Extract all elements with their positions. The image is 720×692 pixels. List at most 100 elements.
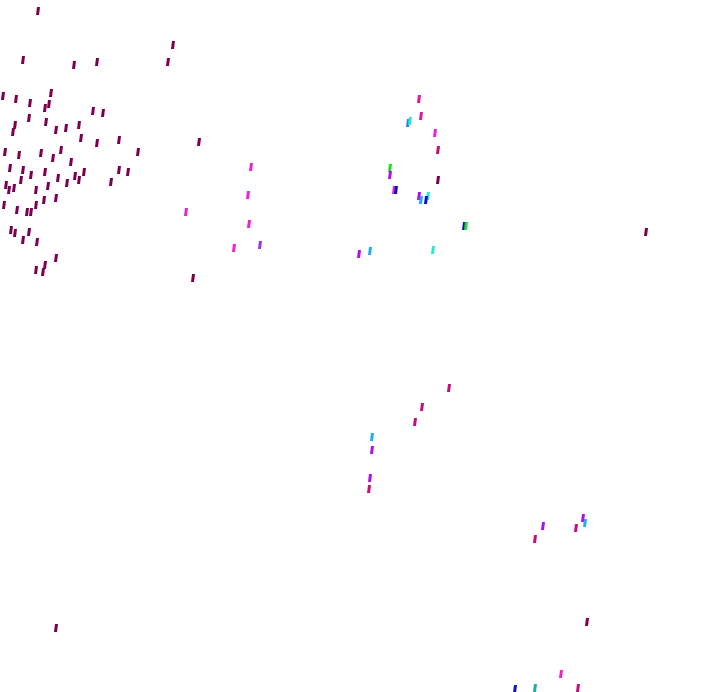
scatter-mark [436,176,440,184]
scatter-mark [49,89,53,97]
scatter-mark [408,117,412,125]
scatter-mark [15,206,19,214]
scatter-mark [19,176,23,184]
scatter-mark [21,236,25,244]
scatter-mark [36,7,40,15]
scatter-mark [29,208,33,216]
scatter-mark [117,166,121,174]
scatter-mark [249,163,253,171]
scatter-mark [21,56,25,64]
scatter-mark [91,107,95,115]
scatter-mark [109,178,113,186]
scatter-mark [413,418,417,426]
scatter-mark [126,168,130,176]
scatter-mark [77,121,81,129]
scatter-mark [117,136,121,144]
scatter-mark [447,384,451,392]
scatter-mark [388,164,392,172]
scatter-mark [21,166,25,174]
scatter-mark [13,121,17,129]
scatter-mark [95,139,99,147]
scatter-mark [388,171,392,179]
scatter-mark [34,201,38,209]
scatter-mark [1,92,5,100]
scatter-mark [65,179,69,187]
scatter-mark [513,685,517,692]
scatter-mark [72,61,76,69]
scatter-mark [420,403,424,411]
scatter-mark [44,118,48,126]
scatter-mark [367,485,371,493]
scatter-mark [394,186,398,194]
scatter-mark [464,222,468,230]
scatter-mark [424,196,428,204]
scatter-mark [370,446,374,454]
scatter-mark [7,186,11,194]
scatter-mark [101,109,105,117]
scatter-mark [43,168,47,176]
scatter-mark [51,154,55,162]
scatter-mark [436,146,440,154]
scatter-mark [13,229,17,237]
scatter-mark [42,196,46,204]
scatter-mark [197,138,201,146]
scatter-mark [43,261,47,269]
scatter-mark [73,172,77,180]
scatter-mark [59,146,63,154]
scatter-mark [191,274,195,282]
scatter-mark [9,226,13,234]
scatter-mark [69,158,73,166]
scatter-mark [368,474,372,482]
scatter-mark [533,684,537,692]
scatter-mark [431,246,435,254]
scatter-mark [541,522,545,530]
scatter-mark [3,148,7,156]
scatter-mark [171,41,175,49]
scatter-mark [34,266,38,274]
scatter-mark [39,149,43,157]
scatter-mark [54,624,58,632]
scatter-mark [12,184,16,192]
scatter-mark [34,186,38,194]
scatter-mark [2,201,6,209]
scatter-mark [79,134,83,142]
scatter-mark [166,58,170,66]
scatter-mark [433,129,437,137]
scatter-mark [35,238,39,246]
scatter-mark [95,58,99,66]
scatter-mark [533,535,537,543]
scatter-mark [368,247,372,255]
scatter-mark [28,99,32,107]
scatter-mark [232,244,236,252]
scatter-mark [583,519,587,527]
scatter-mark [41,268,45,276]
scatter-mark [8,164,12,172]
scatter-mark [82,168,86,176]
scatter-mark [14,95,18,103]
scatter-mark [258,241,262,249]
scatter-mark [43,104,47,112]
scatter-mark [576,684,580,692]
scatter-mark [27,228,31,236]
scatter-mark [184,208,188,216]
scatter-mark [136,148,140,156]
scatter-mark [17,151,21,159]
scatter-mark [64,124,68,132]
scatter-mark [29,171,33,179]
scatter-mark [25,208,29,216]
scatter-mark [585,618,589,626]
scatter-mark [77,176,81,184]
scatter-mark [370,433,374,441]
scatter-mark [11,128,15,136]
scatter-mark [357,250,361,258]
scatter-mark [54,126,58,134]
scatter-mark [54,254,58,262]
scatter-mark [417,95,421,103]
scatter-mark [54,194,58,202]
scatter-mark [559,670,563,678]
scatter-mark [47,100,51,108]
scatter-mark [247,220,251,228]
scatter-mark [46,182,50,190]
scatter-mark [644,228,648,236]
